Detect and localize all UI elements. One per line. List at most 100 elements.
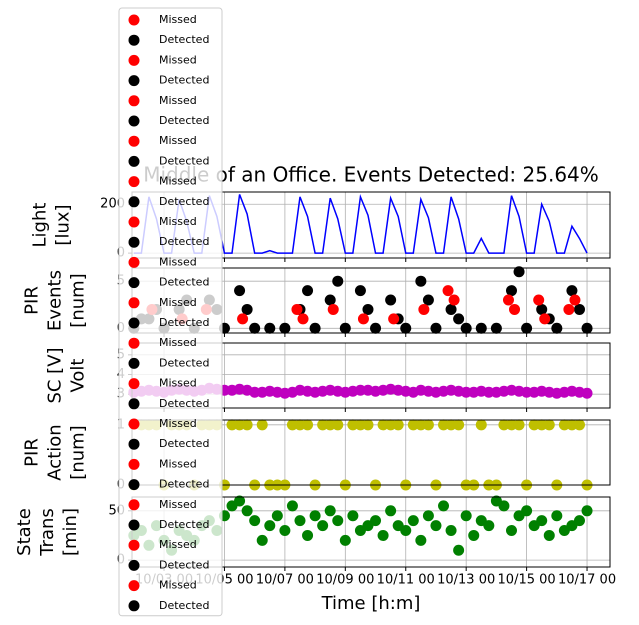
legend-label: Detected	[159, 316, 209, 329]
legend-label: Detected	[159, 599, 209, 612]
point	[430, 520, 442, 532]
point	[536, 515, 548, 527]
legend-label: Detected	[159, 478, 209, 491]
point	[291, 303, 303, 315]
point	[418, 303, 430, 315]
legend-label: Missed	[159, 579, 197, 592]
point	[327, 303, 339, 315]
point	[234, 285, 246, 297]
point	[339, 322, 351, 334]
y-axis-label: [num]	[68, 425, 89, 479]
legend-label: Detected	[159, 558, 209, 571]
point	[392, 419, 404, 431]
legend-label: Missed	[159, 377, 197, 390]
point	[502, 294, 514, 306]
point	[309, 510, 321, 522]
point	[324, 294, 336, 306]
point	[385, 294, 397, 306]
point	[445, 525, 457, 537]
legend-marker	[128, 256, 140, 268]
point	[438, 419, 450, 431]
point	[347, 510, 359, 522]
point	[460, 510, 472, 522]
point	[483, 386, 495, 398]
point	[521, 322, 533, 334]
point	[475, 322, 487, 334]
point	[407, 419, 419, 431]
legend-marker	[128, 600, 140, 612]
point	[498, 500, 510, 512]
legend-label: Detected	[159, 397, 209, 410]
legend-label: Detected	[159, 33, 209, 46]
legend-marker	[128, 277, 140, 289]
point	[581, 387, 593, 399]
legend-label: Missed	[159, 417, 197, 430]
point	[279, 525, 291, 537]
point	[521, 505, 533, 517]
legend-marker	[128, 559, 140, 571]
point	[460, 322, 472, 334]
point	[347, 419, 359, 431]
point	[505, 419, 517, 431]
legend-label: Missed	[159, 175, 197, 188]
legend-marker	[128, 337, 140, 349]
legend-label: Missed	[159, 13, 197, 26]
point	[566, 285, 578, 297]
point	[521, 386, 533, 398]
point	[573, 419, 585, 431]
point	[422, 419, 434, 431]
point	[354, 419, 366, 431]
y-axis-label: [min]	[60, 508, 81, 556]
legend-marker	[128, 236, 140, 248]
point	[453, 313, 465, 325]
y-axis-label: Light	[30, 203, 51, 248]
point	[256, 419, 268, 431]
legend-label: Detected	[159, 518, 209, 531]
legend-label: Detected	[159, 437, 209, 450]
point	[415, 419, 427, 431]
point	[370, 515, 382, 527]
point	[302, 285, 314, 297]
y-axis-label: PIR	[22, 438, 43, 467]
point	[573, 303, 585, 315]
point	[536, 419, 548, 431]
point	[332, 275, 344, 287]
point	[339, 534, 351, 546]
point	[536, 303, 548, 315]
point	[309, 322, 321, 334]
point	[400, 322, 412, 334]
point	[264, 520, 276, 532]
legend-label: Missed	[159, 457, 197, 470]
legend-marker	[128, 317, 140, 329]
point	[332, 515, 344, 527]
legend-marker	[128, 418, 140, 430]
legend-marker	[128, 155, 140, 167]
point	[539, 313, 551, 325]
point	[573, 515, 585, 527]
point	[226, 419, 238, 431]
point	[294, 515, 306, 527]
point	[460, 386, 472, 398]
point	[297, 313, 309, 325]
point	[509, 303, 521, 315]
point	[505, 525, 517, 537]
point	[332, 419, 344, 431]
legend-marker	[128, 357, 140, 369]
y-axis-label: Volt	[68, 359, 89, 393]
legend-label: Missed	[159, 134, 197, 147]
point	[279, 322, 291, 334]
point	[498, 419, 510, 431]
point	[505, 285, 517, 297]
legend-label: Missed	[159, 538, 197, 551]
point	[237, 313, 249, 325]
legend-marker	[128, 519, 140, 531]
point	[385, 419, 397, 431]
point	[453, 419, 465, 431]
x-tick-label: 10/13 00	[437, 573, 495, 588]
y-axis-label: SC [V]	[45, 347, 66, 403]
point	[513, 266, 525, 278]
point	[453, 544, 465, 556]
point	[302, 419, 314, 431]
point	[513, 419, 525, 431]
point	[448, 294, 460, 306]
